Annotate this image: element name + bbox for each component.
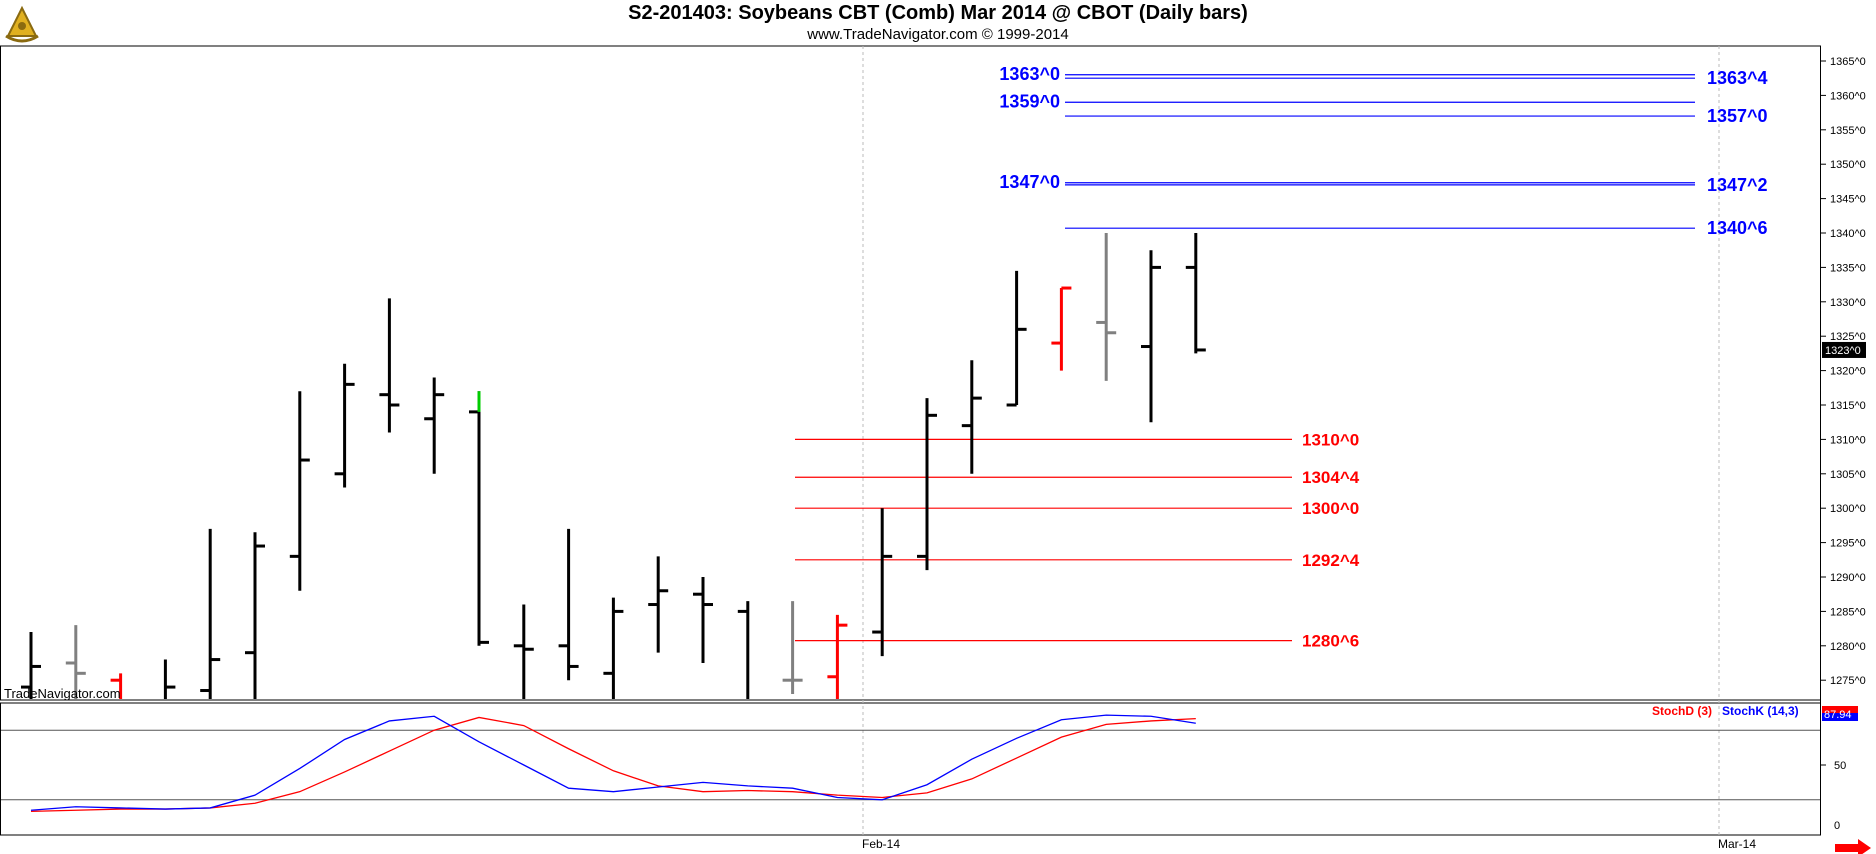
y-tick-label: 1295^0 [1830, 538, 1866, 550]
stochk-legend: StochK (14,3) [1722, 704, 1799, 718]
resistance-right-label: 1363^4 [1707, 68, 1768, 88]
resistance-left-label: 1347^0 [999, 172, 1060, 192]
osc-tick-label: 50 [1834, 760, 1846, 772]
chart-subtitle: www.TradeNavigator.com © 1999-2014 [807, 26, 1069, 43]
price-panel [0, 45, 1821, 836]
sextant-logo-icon [5, 5, 39, 43]
y-tick-label: 1290^0 [1830, 572, 1866, 584]
stochastic-panel: 50 0 StochD (3) StochK (14,3) 87.94 [1, 704, 1858, 832]
x-tick-label: Mar-14 [1718, 837, 1756, 851]
support-label: 1310^0 [1302, 430, 1359, 449]
watermark-text: TradeNavigator.com [4, 686, 121, 701]
resistance-right-label: 1340^6 [1707, 218, 1768, 238]
x-tick-label: Feb-14 [862, 837, 900, 851]
support-resistance-levels: 1363^0 1363^4 1359^0 1357^0 1347^0 1347^2 1340… [795, 64, 1768, 651]
y-tick-label: 1355^0 [1830, 125, 1866, 137]
y-tick-label: 1315^0 [1830, 400, 1866, 412]
support-label: 1304^4 [1302, 468, 1360, 487]
y-tick-label: 1285^0 [1830, 606, 1866, 618]
y-tick-label: 1340^0 [1830, 228, 1866, 240]
bars-group [21, 233, 1206, 699]
ohlc-bars [21, 233, 1206, 699]
y-tick-label: 1345^0 [1830, 194, 1866, 206]
support-label: 1292^4 [1302, 551, 1360, 570]
resistance-left-label: 1363^0 [999, 64, 1060, 84]
y-tick-label: 1360^0 [1830, 90, 1866, 102]
support-label: 1300^0 [1302, 499, 1359, 518]
y-tick-label: 1275^0 [1830, 675, 1866, 687]
y-tick-label: 1310^0 [1830, 434, 1866, 446]
y-tick-label: 1280^0 [1830, 641, 1866, 653]
last-price-label: 1323^0 [1825, 345, 1861, 357]
scroll-right-arrow[interactable] [1835, 839, 1871, 854]
last-price-box [1822, 341, 1866, 358]
osc-last-value-box-blue [1822, 713, 1858, 721]
y-tick-label: 1330^0 [1830, 297, 1866, 309]
y-tick-label: 1305^0 [1830, 469, 1866, 481]
chart-title: S2-201403: Soybeans CBT (Comb) Mar 2014 … [628, 2, 1248, 24]
support-label: 1280^6 [1302, 632, 1359, 651]
stoch-series-line [30, 714, 1196, 811]
y-tick-label: 1300^0 [1830, 503, 1866, 515]
stoch-series-line [30, 716, 1196, 813]
resistance-left-label: 1359^0 [999, 91, 1060, 111]
y-tick-label: 1365^0 [1830, 56, 1866, 68]
price-y-axis: 1275^0 1280^0 1285^0 1290^0 1295^0 1300^0 1305… [1820, 56, 1866, 687]
resistance-right-label: 1347^2 [1707, 175, 1768, 195]
osc-last-value-label: 87.94 [1824, 709, 1852, 721]
y-tick-label: 1325^0 [1830, 331, 1866, 343]
y-tick-label: 1320^0 [1830, 366, 1866, 378]
stochd-legend: StochD (3) [1652, 704, 1712, 718]
time-x-axis: Feb-14 Mar-14 [862, 837, 1756, 851]
y-tick-label: 1335^0 [1830, 262, 1866, 274]
resistance-right-label: 1357^0 [1707, 106, 1768, 126]
osc-bottom-tick-label: 0 [1834, 820, 1840, 832]
y-tick-label: 1350^0 [1830, 159, 1866, 171]
